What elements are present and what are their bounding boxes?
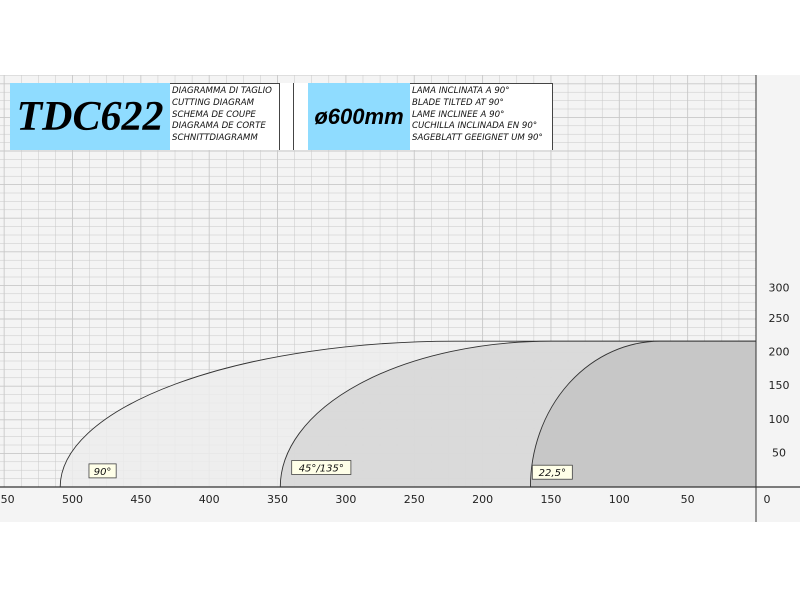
blade-tilt-fr: LAME INCLINEE A 90° <box>412 109 505 120</box>
series-label-box <box>88 463 117 479</box>
x-tick-label: 200 <box>472 493 493 506</box>
model-name: TDC622 <box>10 83 170 150</box>
y-tick-label: 150 <box>769 379 790 392</box>
blade-tilt-es: CUCHILLA INCLINADA EN 90° <box>412 121 538 132</box>
x-tick-label: 550 <box>0 493 15 506</box>
cut-curve-1 <box>59 340 756 488</box>
diagram-title-it: DIAGRAMMA DI TAGLIO <box>172 86 272 96</box>
x-tick-label: 50 <box>681 493 695 506</box>
diagram-title-lines: DIAGRAMMA DI TAGLIO CUTTING DIAGRAM SCHE… <box>170 83 280 150</box>
y-tick-label: 50 <box>772 446 786 459</box>
blade-diameter: ø600mm <box>308 83 410 150</box>
series-label-box <box>531 464 573 480</box>
series-label: 90° <box>94 467 112 478</box>
x-tick-label: 250 <box>404 493 425 506</box>
cut-regions <box>59 340 756 488</box>
x-tick-labels: 550500450400350300250200150100500 <box>0 493 771 506</box>
diagram-title-fr: SCHEMA DE COUPE <box>172 109 256 120</box>
y-tick-label: 250 <box>769 312 790 325</box>
header-divider <box>293 83 294 150</box>
x-tick-label: 0 <box>764 493 771 506</box>
y-tick-label: 200 <box>769 346 790 359</box>
x-tick-label: 100 <box>609 493 630 506</box>
x-tick-label: 450 <box>130 493 151 506</box>
y-tick-labels: 50 100 150 200 250 300 <box>769 281 790 459</box>
x-tick-label: 350 <box>267 493 288 506</box>
diagram-title-en: CUTTING DIAGRAM <box>172 97 255 108</box>
cut-curve-2 <box>279 340 756 488</box>
x-tick-label: 150 <box>540 493 561 506</box>
blade-tilt-lines: LAMA INCLINATA A 90° BLADE TILTED AT 90°… <box>410 83 553 150</box>
cut-curve-3 <box>529 340 756 488</box>
blade-tilt-it: LAMA INCLINATA A 90° <box>412 86 510 96</box>
series-label: 22,5° <box>539 468 566 479</box>
series-labels: 90° 45°/135° 22,5° <box>88 460 573 480</box>
x-tick-label: 400 <box>199 493 220 506</box>
y-tick-label: 100 <box>769 413 790 426</box>
y-tick-label: 300 <box>769 281 790 294</box>
x-tick-label: 500 <box>62 493 83 506</box>
blade-tilt-de: SAGEBLATT GEEIGNET UM 90° <box>412 133 543 144</box>
cut-region-3 <box>530 341 756 487</box>
header-gap <box>280 83 308 150</box>
diagram-title-de: SCHNITTDIAGRAMM <box>172 133 258 144</box>
series-label-box <box>291 460 352 475</box>
series-label: 45°/135° <box>299 464 344 475</box>
x-tick-label: 300 <box>335 493 356 506</box>
blade-tilt-en: BLADE TILTED AT 90° <box>412 97 504 108</box>
diagram-title-es: DIAGRAMA DE CORTE <box>172 121 266 132</box>
